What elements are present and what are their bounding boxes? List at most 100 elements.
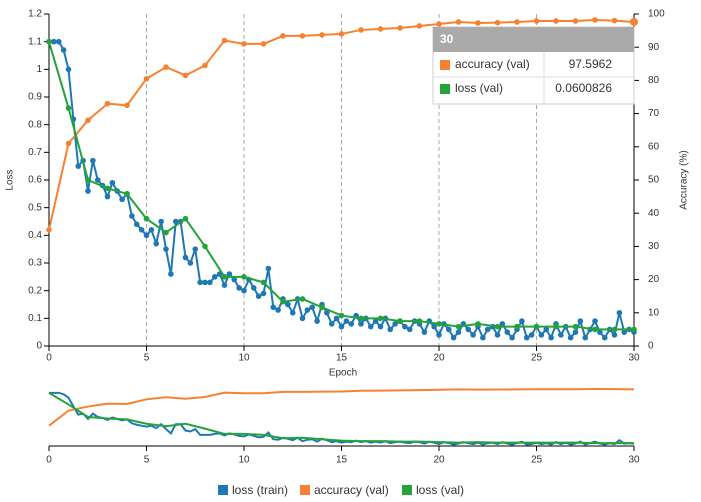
data-point bbox=[148, 227, 155, 233]
data-point bbox=[358, 321, 364, 327]
tooltip-name: loss (val) bbox=[455, 81, 503, 95]
data-point bbox=[265, 265, 272, 272]
overview-line bbox=[48, 391, 635, 445]
y-tick-label: 0.3 bbox=[28, 258, 42, 269]
data-point bbox=[143, 75, 150, 82]
data-point bbox=[60, 47, 67, 53]
data-point bbox=[202, 243, 208, 250]
data-point bbox=[519, 318, 525, 324]
data-point bbox=[299, 33, 306, 39]
data-point bbox=[90, 157, 96, 164]
data-point bbox=[202, 62, 208, 69]
data-point bbox=[231, 276, 238, 283]
overview-line bbox=[49, 391, 635, 446]
data-point bbox=[192, 246, 199, 252]
legend: loss (train) accuracy (val) loss (val) bbox=[218, 483, 464, 497]
data-point bbox=[187, 260, 194, 266]
data-point bbox=[260, 279, 267, 286]
data-point bbox=[163, 229, 169, 236]
data-point bbox=[319, 304, 325, 311]
y2-tick-label: 80 bbox=[648, 75, 660, 86]
data-point bbox=[338, 323, 345, 330]
data-point bbox=[328, 321, 335, 327]
data-point bbox=[465, 326, 472, 333]
data-point bbox=[46, 38, 52, 45]
legend-swatch[interactable] bbox=[402, 485, 412, 495]
y2-tick-label: 60 bbox=[648, 141, 660, 152]
y2-tick-label: 10 bbox=[648, 307, 660, 318]
tooltip-name: accuracy (val) bbox=[455, 57, 530, 71]
data-point bbox=[168, 271, 174, 277]
y2-tick-label: 50 bbox=[648, 175, 660, 186]
data-point bbox=[616, 310, 623, 316]
legend-label[interactable]: accuracy (val) bbox=[314, 483, 389, 497]
data-point bbox=[567, 334, 574, 341]
data-point bbox=[372, 318, 379, 324]
data-point bbox=[260, 41, 267, 47]
data-point bbox=[85, 117, 91, 124]
legend-label[interactable]: loss (train) bbox=[232, 483, 288, 497]
overview-line bbox=[48, 388, 635, 427]
data-point bbox=[416, 318, 423, 324]
data-point bbox=[221, 274, 228, 280]
data-point bbox=[182, 254, 189, 261]
data-point bbox=[533, 18, 540, 24]
data-point bbox=[143, 215, 150, 222]
data-point bbox=[338, 312, 345, 319]
data-point bbox=[285, 301, 291, 308]
data-point bbox=[133, 221, 140, 228]
data-point bbox=[630, 17, 638, 26]
x-tick-label: 30 bbox=[628, 455, 640, 466]
y-tick-label: 1.1 bbox=[28, 36, 42, 47]
data-point bbox=[55, 38, 62, 45]
x-tick-label: 20 bbox=[433, 455, 445, 466]
y2-tick-label: 70 bbox=[648, 108, 660, 119]
x-tick-label: 30 bbox=[628, 353, 640, 364]
tooltip-value: 97.5962 bbox=[569, 57, 613, 71]
data-point bbox=[207, 279, 213, 286]
data-point bbox=[514, 323, 520, 330]
data-point bbox=[416, 23, 423, 29]
data-point bbox=[543, 326, 550, 333]
data-point bbox=[597, 329, 603, 335]
x-tick-label: 0 bbox=[46, 353, 52, 364]
data-point bbox=[455, 329, 462, 335]
data-point bbox=[333, 315, 340, 322]
data-point bbox=[221, 37, 228, 44]
data-point bbox=[421, 329, 428, 335]
data-point bbox=[280, 298, 286, 305]
tooltip-value: 0.0600826 bbox=[555, 81, 612, 95]
data-point bbox=[436, 21, 442, 27]
data-point bbox=[494, 332, 501, 338]
y-tick-label: 1.2 bbox=[28, 9, 42, 20]
data-point bbox=[455, 19, 462, 25]
data-point bbox=[470, 332, 476, 338]
tooltip-swatch bbox=[440, 60, 450, 70]
data-point bbox=[572, 323, 579, 330]
data-point bbox=[163, 246, 169, 252]
legend-swatch[interactable] bbox=[218, 485, 228, 495]
data-point bbox=[558, 332, 564, 338]
data-point bbox=[548, 334, 554, 341]
y2-tick-label: 40 bbox=[648, 208, 660, 219]
data-point bbox=[499, 321, 506, 327]
data-point bbox=[397, 25, 403, 31]
data-point bbox=[260, 290, 267, 297]
data-point bbox=[309, 304, 316, 311]
data-point bbox=[270, 304, 277, 311]
data-point bbox=[143, 232, 150, 239]
x-tick-label: 15 bbox=[336, 455, 348, 466]
data-point bbox=[275, 307, 281, 313]
data-point bbox=[572, 18, 579, 24]
data-point bbox=[553, 323, 559, 330]
legend-label[interactable]: loss (val) bbox=[416, 483, 464, 497]
y-tick-label: 0.6 bbox=[28, 175, 42, 186]
data-point bbox=[592, 17, 598, 23]
data-point bbox=[582, 334, 589, 341]
legend-swatch[interactable] bbox=[300, 485, 310, 495]
data-point bbox=[280, 33, 286, 39]
y2-tick-label: 0 bbox=[648, 341, 654, 352]
data-point bbox=[601, 334, 608, 341]
data-point bbox=[484, 326, 491, 333]
